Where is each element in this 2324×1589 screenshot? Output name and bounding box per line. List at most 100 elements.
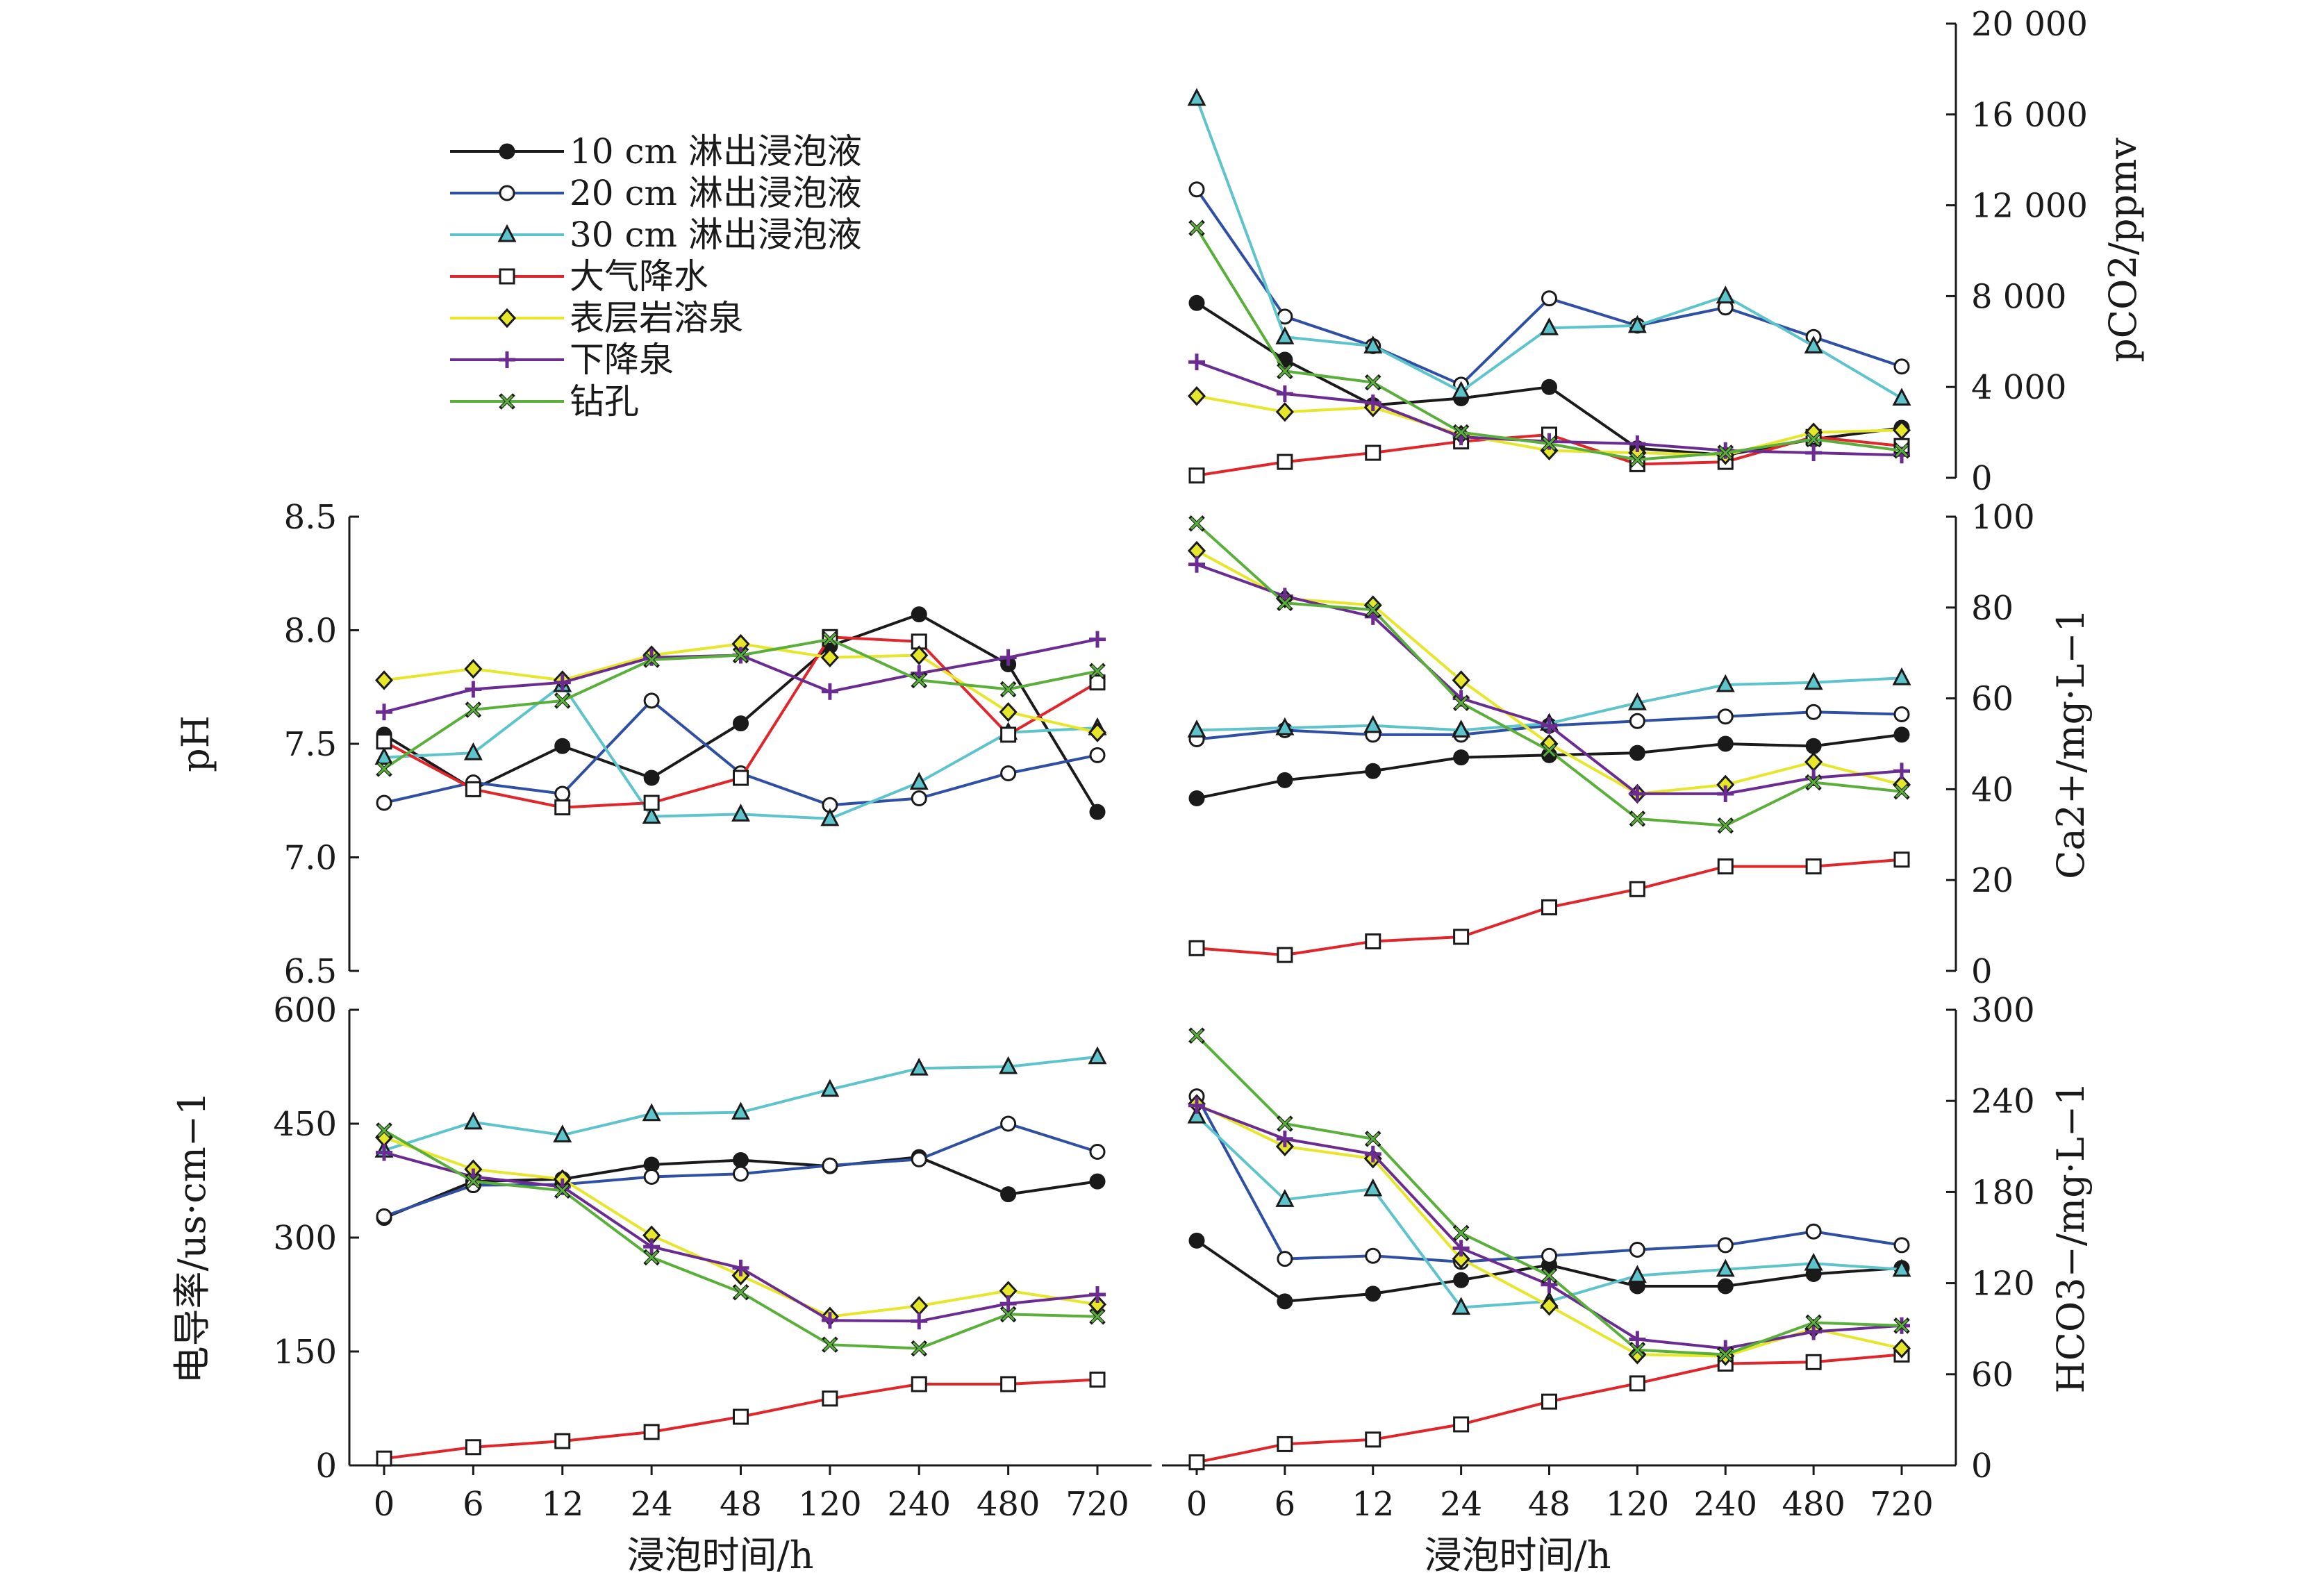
data-point-ca: [1363, 715, 1383, 733]
y-tick-label: 8 000: [1971, 277, 2066, 316]
data-point-legend-marker: [499, 143, 515, 160]
data-point-pco2: [1364, 374, 1381, 391]
data-point-ph: [376, 760, 392, 777]
y-tick-label: 300: [273, 1219, 337, 1258]
data-point-pco2: [1716, 285, 1735, 303]
y-tick-label: 4 000: [1971, 368, 2066, 407]
x-tick-label: 24: [1440, 1485, 1482, 1524]
data-point-ec: [642, 1103, 661, 1122]
y-tick-label: 6.5: [284, 952, 337, 991]
data-point-ph: [1089, 747, 1106, 763]
data-point-ca: [1188, 515, 1205, 532]
data-point-pco2: [1893, 358, 1910, 375]
legend-label: 30 cm 淋出浸泡液: [570, 215, 862, 255]
y-tick-label: 300: [1971, 991, 2035, 1030]
panel-pco2: 0 4 000 8 000 12 000 16 000 20 000 pCO2/ppmv: [1187, 5, 2145, 498]
data-point-ca: [1277, 594, 1293, 612]
data-point-ph: [1089, 804, 1106, 820]
data-point-ec: [463, 1111, 483, 1130]
data-point-hco3: [1188, 1232, 1205, 1249]
data-point-ph: [554, 674, 571, 691]
y-tick-label: 60: [1971, 680, 2014, 719]
x-tick-label: 240: [887, 1485, 951, 1524]
legend-item: 30 cm 淋出浸泡液: [450, 215, 862, 255]
data-point-pco2: [1804, 335, 1823, 353]
legend-label: 下降泉: [570, 340, 674, 380]
data-point-hco3: [1893, 1237, 1910, 1254]
data-point-hco3: [1541, 1247, 1557, 1264]
data-point-ec: [1089, 1143, 1106, 1160]
data-point-legend-marker: [497, 224, 517, 242]
y-tick-label: 120: [1971, 1265, 2035, 1304]
legend-label: 钻孔: [570, 381, 639, 422]
data-point-ca: [1275, 717, 1295, 735]
data-point-ec: [1000, 1376, 1017, 1392]
data-point-ec: [999, 1295, 1017, 1313]
data-point-ca: [1453, 929, 1470, 945]
data-point-pco2: [1627, 315, 1647, 333]
data-point-ca: [1893, 851, 1910, 868]
data-point-ec: [643, 1169, 660, 1185]
data-point-ec: [465, 1173, 482, 1190]
data-point-ca: [1188, 790, 1205, 806]
x-tick-label: 12: [541, 1485, 583, 1524]
y-tick-label: 8.5: [284, 498, 337, 537]
data-point-hco3: [1805, 1323, 1823, 1340]
data-point-ca: [1893, 783, 1910, 800]
data-point-ph: [643, 692, 660, 709]
data-point-hco3: [1717, 1346, 1734, 1363]
data-point-pco2: [1541, 290, 1557, 307]
data-point-hco3: [1629, 1375, 1645, 1392]
data-point-ca: [1187, 719, 1206, 738]
x-tick-label: 12: [1352, 1485, 1394, 1524]
data-point-ca: [1717, 785, 1734, 802]
data-point-pco2: [1277, 454, 1293, 470]
data-point-ca: [1893, 706, 1910, 722]
data-point-ec: [732, 1259, 749, 1276]
data-point-ec: [1088, 1046, 1107, 1065]
data-point-ph: [643, 794, 660, 811]
data-point-legend-marker: [499, 351, 515, 368]
data-point-ca: [1627, 692, 1647, 710]
data-point-ec: [911, 1340, 928, 1357]
data-point-ca: [1805, 738, 1822, 754]
y-tick-label: 0: [1971, 459, 1993, 498]
data-point-ec: [376, 1208, 392, 1224]
data-point-ca: [1804, 672, 1823, 690]
data-point-ph: [1088, 722, 1107, 742]
data-point-ph: [731, 804, 750, 822]
data-point-hco3: [1541, 1393, 1557, 1410]
panel-ph: 6.5 7.0 7.5 8.0 8.5 pH: [174, 498, 1107, 991]
x-axis-title-right: 浸泡时间/h: [1425, 1533, 1611, 1577]
x-tick-label: 720: [1065, 1485, 1129, 1524]
data-point-hco3: [1717, 1237, 1734, 1254]
data-point-ph: [732, 647, 749, 664]
data-point-pco2: [1188, 294, 1205, 311]
data-point-ec: [1089, 1308, 1106, 1325]
data-point-pco2: [1541, 435, 1558, 452]
data-point-hco3: [1364, 1145, 1381, 1163]
data-point-hco3: [1277, 1293, 1293, 1310]
data-point-pco2: [1629, 451, 1646, 468]
data-point-pco2: [1277, 363, 1293, 380]
x-tick-label: 720: [1870, 1485, 1934, 1524]
data-point-hco3: [1804, 1252, 1823, 1271]
data-point-ca: [1453, 749, 1470, 766]
data-point-ph: [911, 606, 927, 623]
data-point-pco2: [1364, 394, 1381, 412]
data-point-ph: [643, 769, 660, 786]
data-point-ec: [733, 1165, 749, 1182]
y-tick-label: 0: [1971, 952, 1993, 991]
legend-item: 钻孔: [450, 381, 639, 422]
data-point-legend-marker: [499, 185, 515, 201]
data-point-hco3: [1892, 1338, 1911, 1358]
data-point-ca: [1277, 947, 1293, 963]
data-point-ph: [911, 672, 928, 689]
data-point-hco3: [1365, 1286, 1381, 1302]
legend-item: 下降泉: [450, 340, 674, 380]
data-point-pco2: [1365, 444, 1381, 461]
y-tick-label: 20 000: [1971, 5, 2088, 44]
data-point-ph: [554, 799, 571, 816]
